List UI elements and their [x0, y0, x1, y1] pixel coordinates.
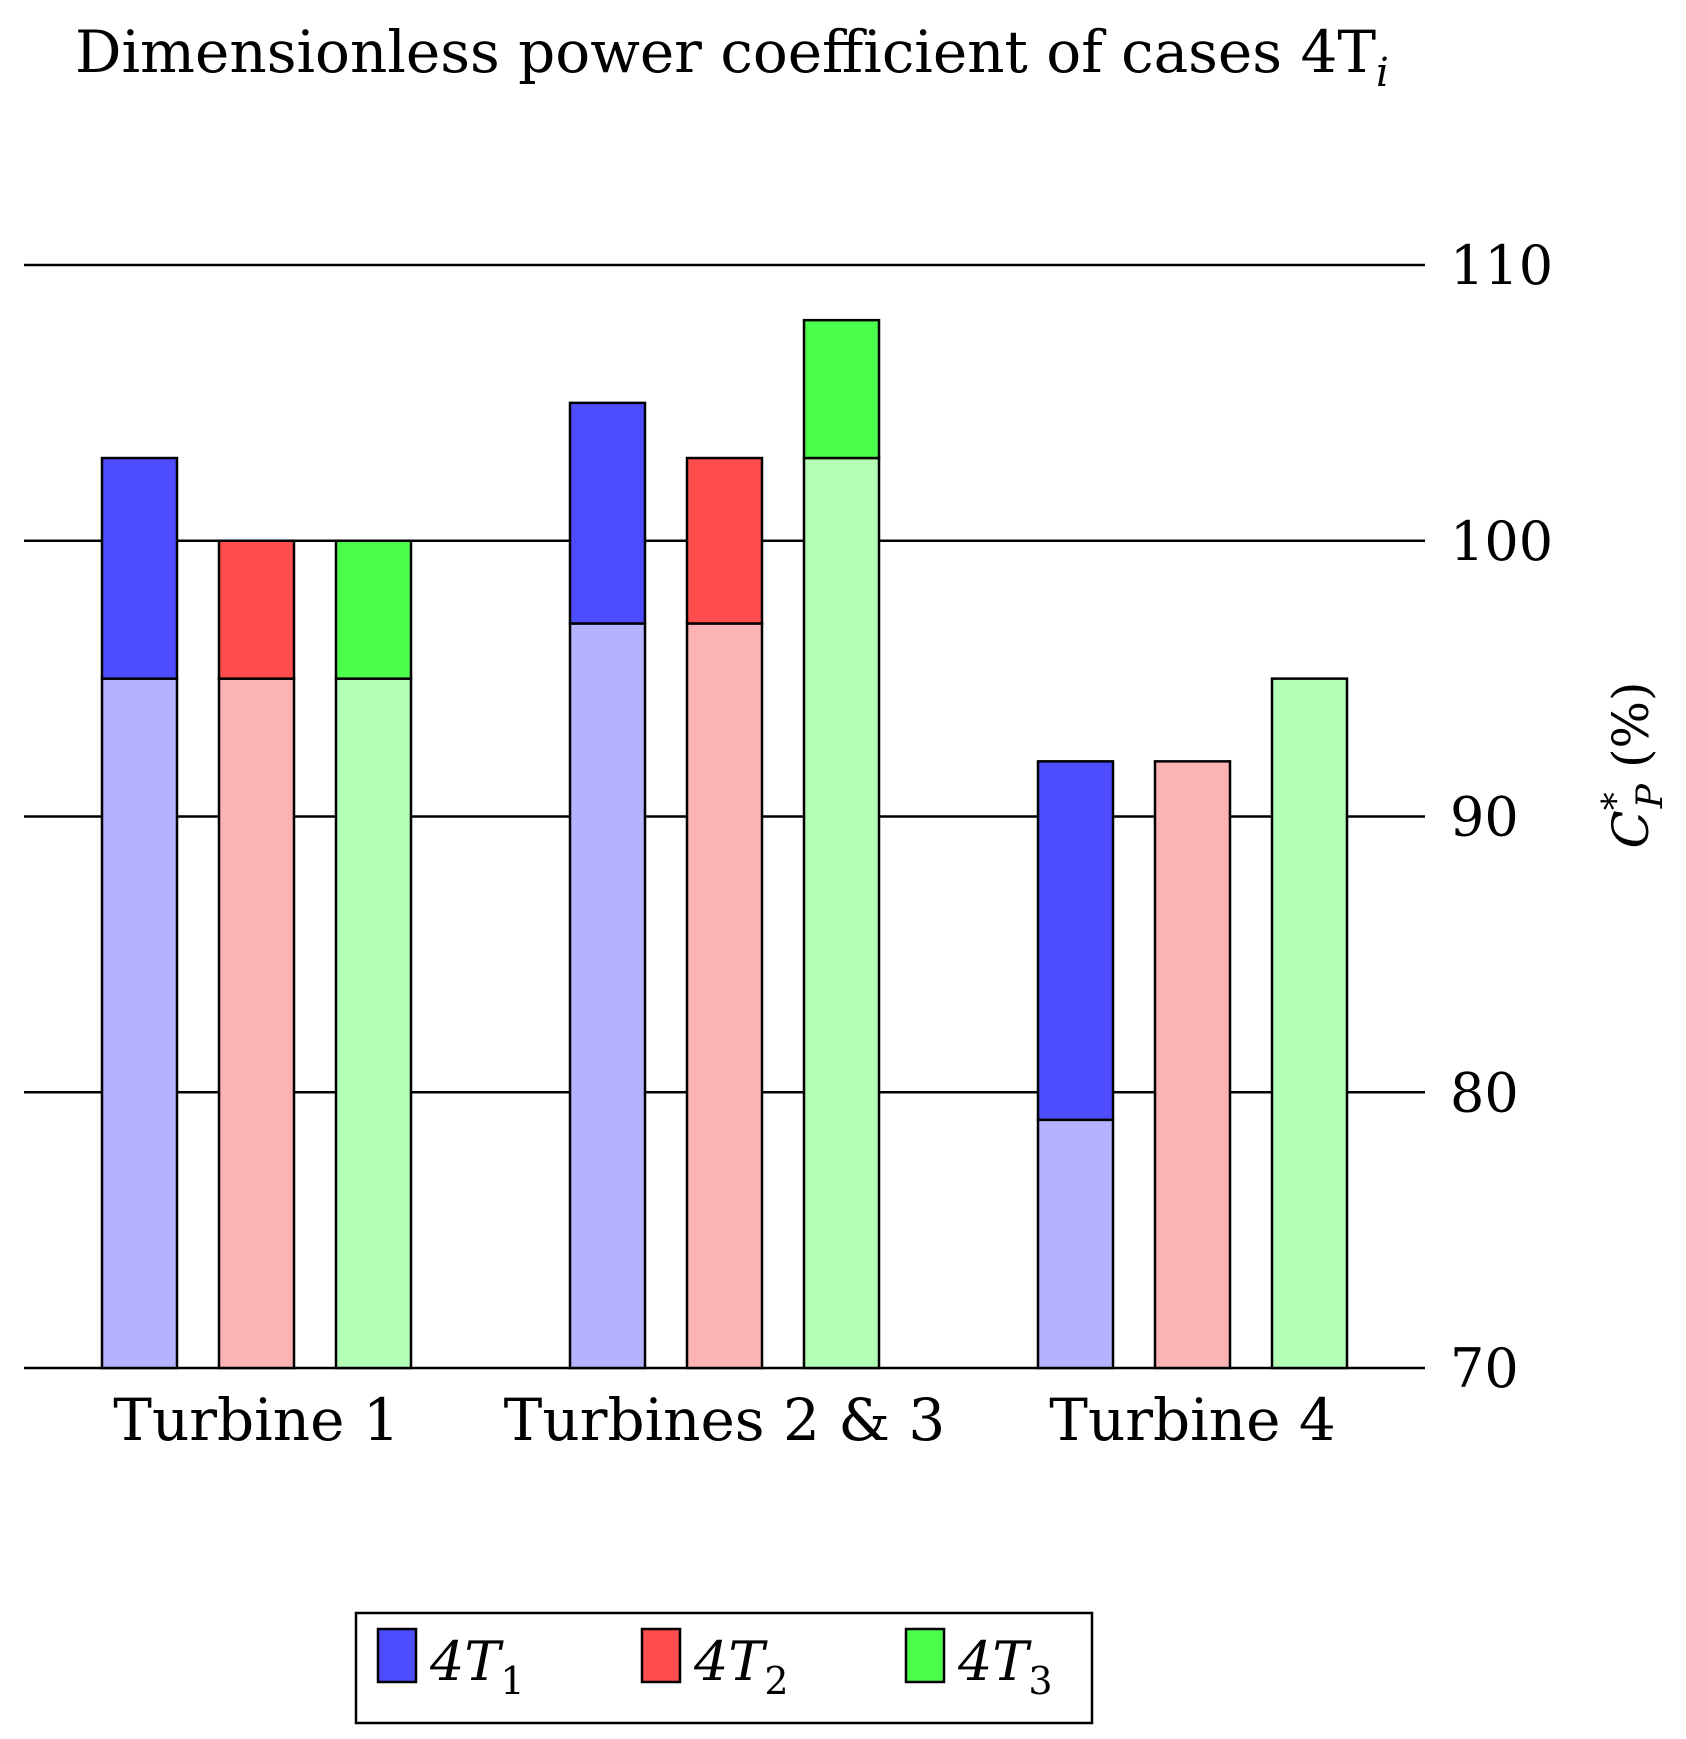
- x-category-label: Turbine 1: [113, 1386, 399, 1454]
- legend-swatch: [376, 1627, 418, 1684]
- bar-increment: [1036, 760, 1115, 1122]
- y-tick-label: 100: [1450, 510, 1553, 573]
- y-tick-label: 70: [1450, 1337, 1519, 1400]
- legend-label: 4T2: [693, 1630, 789, 1703]
- bar-increment: [802, 318, 881, 460]
- legend-label: 4T1: [429, 1630, 525, 1703]
- bar-base: [802, 456, 881, 1370]
- x-category-labels: Turbine 1 Turbines 2 & 3 Turbine 4: [113, 1386, 1335, 1454]
- legend-swatch: [904, 1627, 946, 1684]
- legend-frame: [354, 1611, 1094, 1725]
- y-axis-label: C*P (%): [1596, 682, 1671, 849]
- bar-increment: [334, 539, 413, 680]
- y-tick-labels: 70 80 90 100 110: [1450, 234, 1553, 1400]
- bar-increment: [568, 401, 647, 625]
- bar-base: [568, 622, 647, 1370]
- bar-increment: [100, 456, 179, 680]
- legend-items: 4T1 4T2 4T3: [376, 1627, 1053, 1703]
- legend: 4T1 4T2 4T3: [354, 1611, 1094, 1725]
- bar-increment: [217, 539, 296, 680]
- chart-title: Dimensionless power coefficient of cases…: [75, 18, 1389, 96]
- bar-base: [1036, 1118, 1115, 1370]
- y-tick-label: 110: [1450, 234, 1553, 297]
- y-axis-label-subscript: P: [1630, 783, 1671, 809]
- x-category-label: Turbine 4: [1049, 1386, 1335, 1454]
- bar-base: [685, 622, 764, 1370]
- legend-label: 4T3: [957, 1630, 1053, 1703]
- bar-base: [1153, 760, 1232, 1370]
- bar-base: [334, 677, 413, 1370]
- legend-swatch: [640, 1627, 682, 1684]
- y-tick-label: 80: [1450, 1061, 1519, 1124]
- bar-increment: [685, 456, 764, 625]
- x-category-label: Turbines 2 & 3: [504, 1386, 946, 1454]
- bar-base: [100, 677, 179, 1370]
- y-axis-label-superscript: *: [1596, 792, 1637, 810]
- y-tick-label: 90: [1450, 786, 1519, 849]
- chart-title-subscript: i: [1376, 50, 1389, 96]
- bar-base: [217, 677, 296, 1370]
- y-axis-label-symbol: C: [1602, 810, 1660, 848]
- bar-base: [1270, 677, 1349, 1370]
- chart-title-main: Dimensionless power coefficient of cases…: [75, 18, 1376, 86]
- y-axis-label-unit: (%): [1602, 682, 1660, 784]
- bars: [100, 318, 1349, 1370]
